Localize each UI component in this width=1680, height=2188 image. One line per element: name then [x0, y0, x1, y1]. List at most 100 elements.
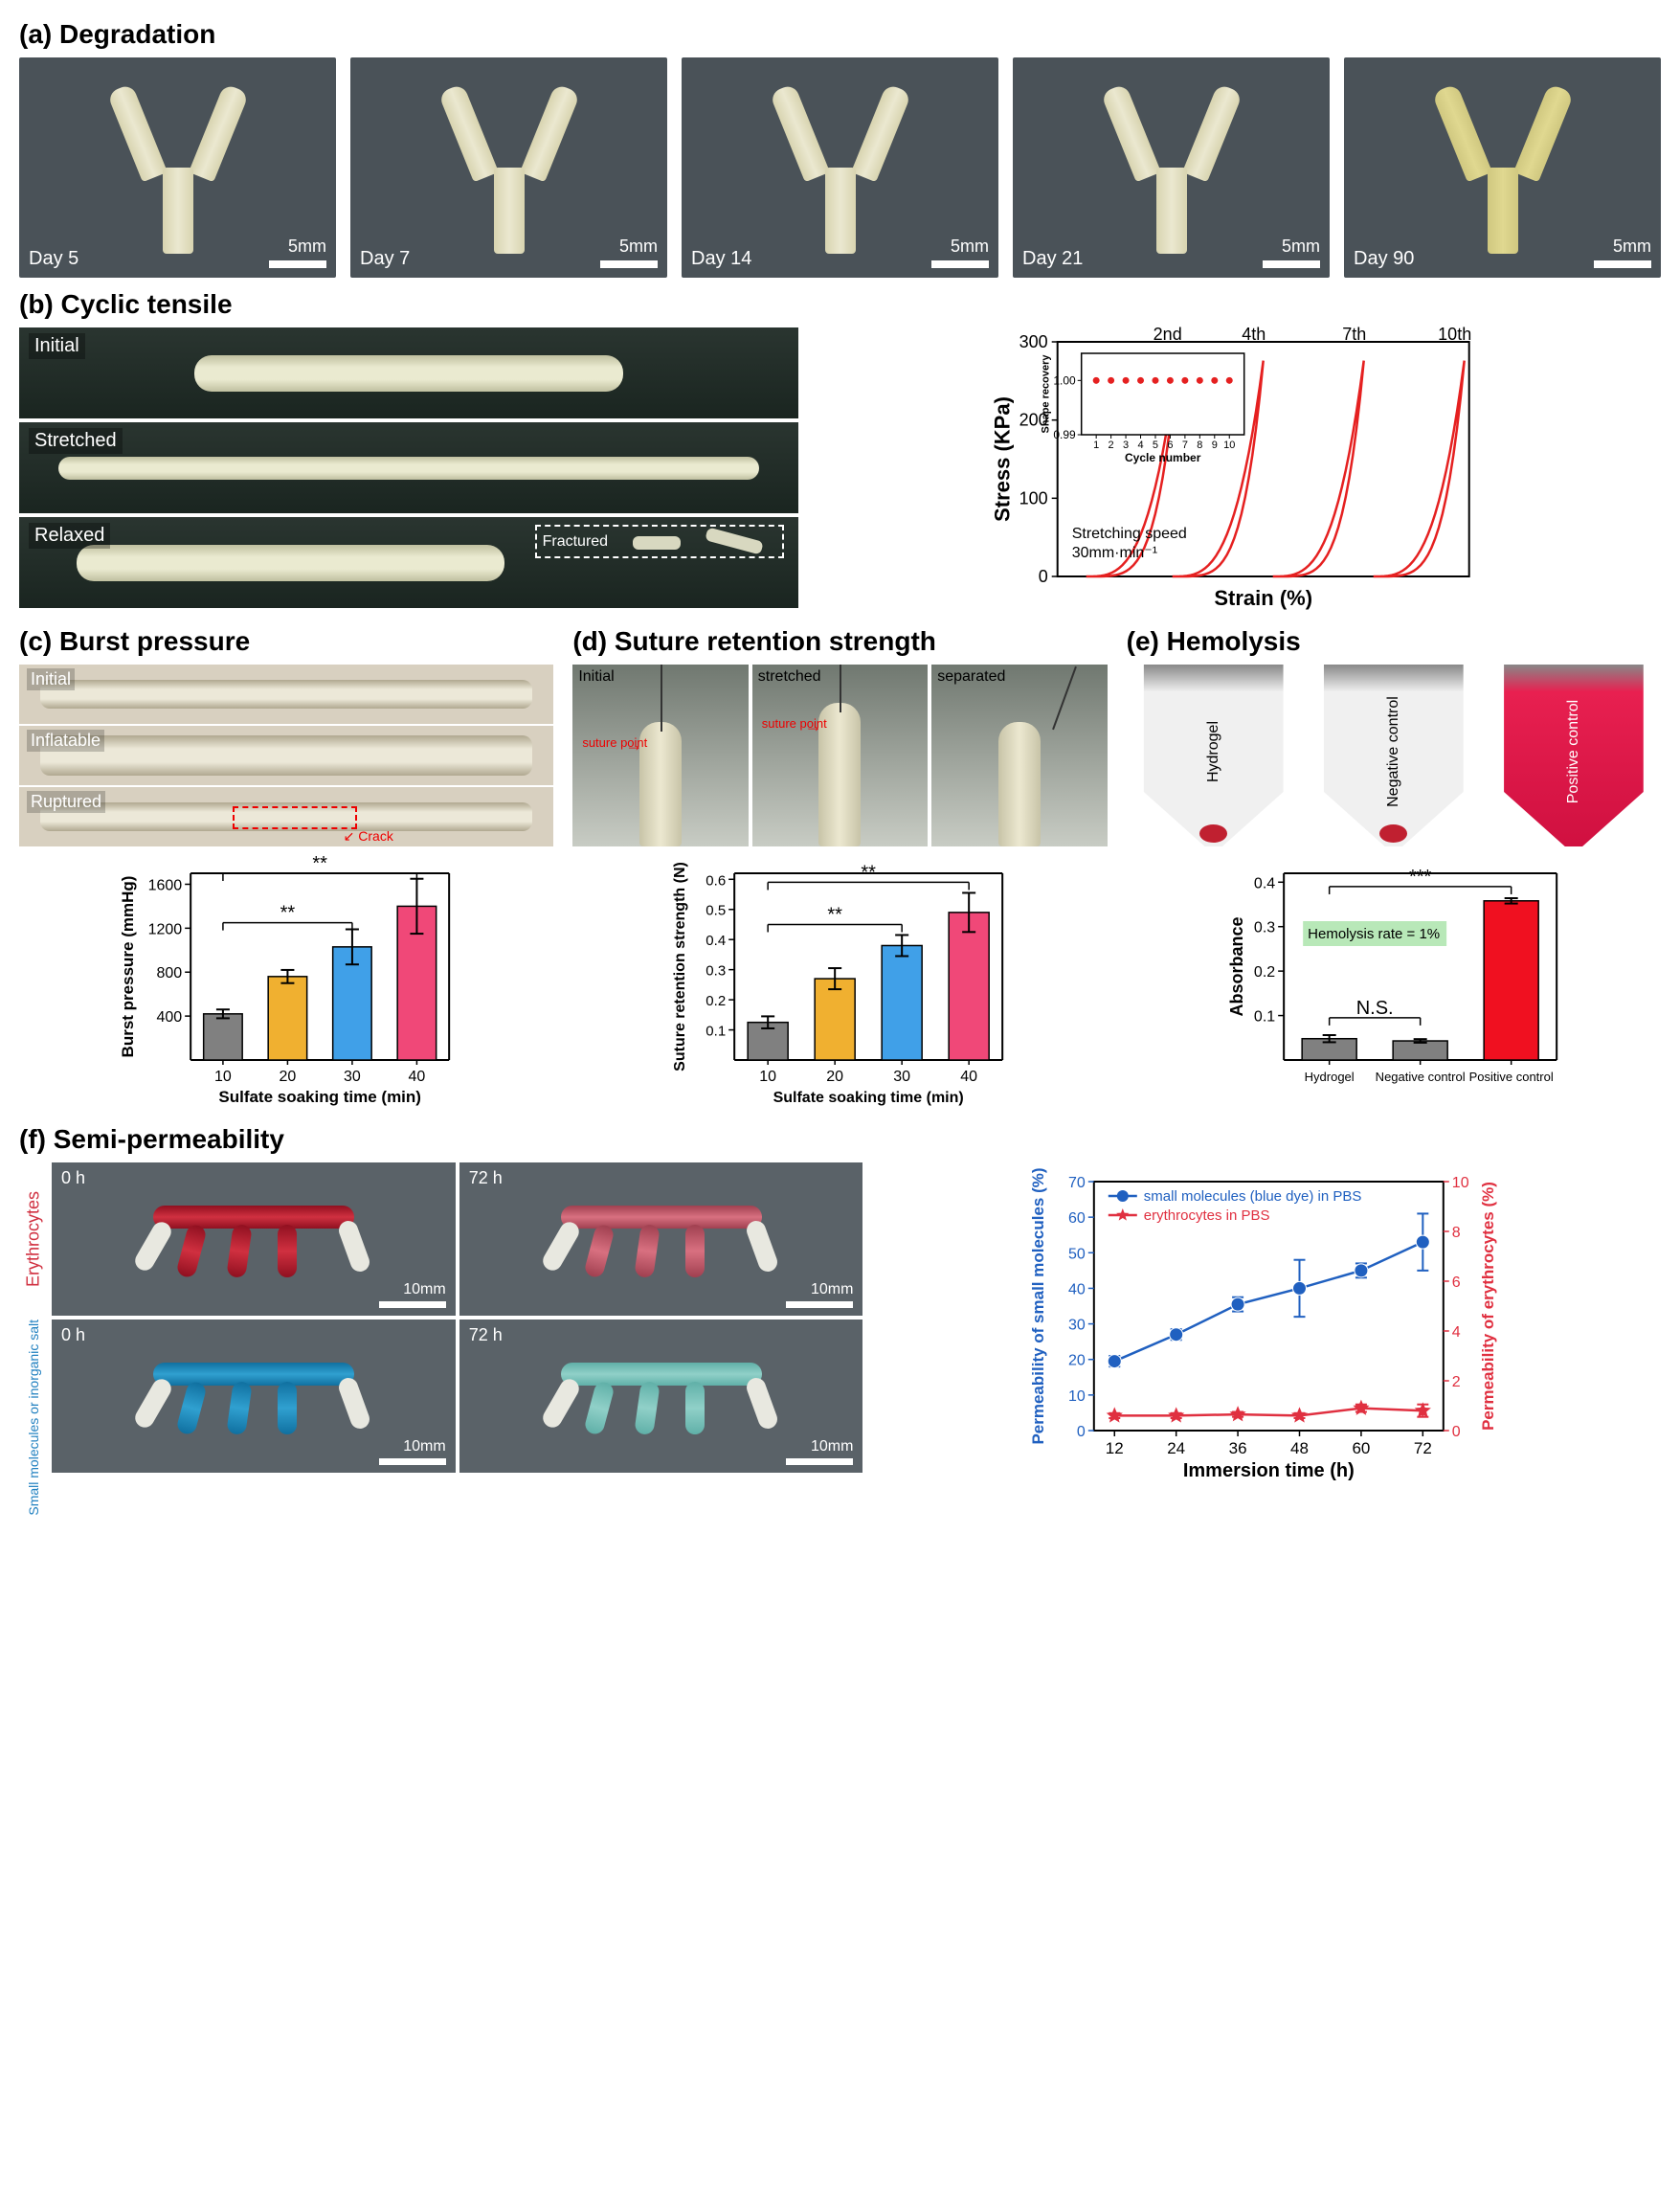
time-label: 72 h: [469, 1168, 503, 1188]
state-label: Ruptured: [27, 791, 105, 813]
svg-text:60: 60: [1353, 1439, 1371, 1457]
svg-text:3: 3: [1123, 440, 1129, 451]
burst-images: Initial Inflatable Ruptured ↙ Crack: [19, 665, 553, 846]
svg-text:Burst pressure (mmHg): Burst pressure (mmHg): [119, 876, 137, 1058]
scale-bar: [269, 260, 326, 268]
svg-text:10: 10: [1452, 1175, 1469, 1191]
time-label: 0 h: [61, 1325, 85, 1345]
tensile-relaxed: Relaxed Fractured: [19, 517, 798, 608]
svg-text:Suture retention strength (N): Suture retention strength (N): [672, 862, 688, 1071]
panel-b-label: (b) Cyclic tensile: [19, 289, 1661, 320]
svg-text:***: ***: [1409, 867, 1432, 888]
svg-text:36: 36: [1229, 1439, 1247, 1457]
panel-a-images: Day 5 5mm Day 7 5mm Day 14 5mm Day 21 5m…: [19, 57, 1661, 278]
day-label: Day 14: [691, 248, 751, 270]
svg-text:20: 20: [1068, 1353, 1086, 1369]
suture-point-label: suture point: [582, 735, 647, 750]
scale-label: 5mm: [951, 237, 989, 257]
svg-text:Immersion time (h): Immersion time (h): [1183, 1460, 1355, 1481]
panel-a: (a) Degradation Day 5 5mm Day 7 5mm Day …: [19, 19, 1661, 278]
svg-text:2: 2: [1452, 1374, 1461, 1390]
burst-pressure-chart: 4008001200160010203040****Burst pressure…: [19, 854, 553, 1113]
svg-text:30: 30: [1068, 1318, 1086, 1334]
svg-text:24: 24: [1168, 1439, 1186, 1457]
scale-label: 10mm: [403, 1438, 445, 1455]
scale-label: 5mm: [1282, 237, 1320, 257]
svg-text:5: 5: [1153, 440, 1158, 451]
scale-label: 5mm: [288, 237, 326, 257]
svg-text:0: 0: [1452, 1424, 1461, 1440]
svg-text:Negative control: Negative control: [1375, 1070, 1465, 1084]
svg-text:0.2: 0.2: [706, 993, 727, 1009]
svg-text:6: 6: [1452, 1274, 1461, 1291]
svg-text:8: 8: [1197, 440, 1202, 451]
svg-text:8: 8: [1452, 1225, 1461, 1241]
svg-text:Hemolysis rate = 1%: Hemolysis rate = 1%: [1308, 926, 1440, 942]
scale-bar: [931, 260, 989, 268]
day-label: Day 90: [1354, 248, 1414, 270]
svg-text:Shape recovery: Shape recovery: [1040, 354, 1051, 434]
svg-text:erythrocytes in PBS: erythrocytes in PBS: [1144, 1207, 1270, 1224]
svg-text:Sulfate soaking time (min): Sulfate soaking time (min): [218, 1088, 421, 1106]
tensile-stretched: Stretched: [19, 422, 798, 513]
cyclic-tensile-images: Initial Stretched Relaxed Fractured: [19, 327, 798, 615]
svg-text:**: **: [280, 903, 296, 924]
svg-text:70: 70: [1068, 1175, 1086, 1191]
svg-text:0.4: 0.4: [1254, 875, 1275, 891]
scale-bar: [600, 260, 658, 268]
svg-text:Positive control: Positive control: [1468, 1070, 1553, 1084]
svg-text:10th: 10th: [1438, 325, 1471, 344]
panel-d: (d) Suture retention strength Initial → …: [572, 626, 1107, 1113]
svg-text:30: 30: [344, 1069, 361, 1085]
svg-text:50: 50: [1068, 1246, 1086, 1262]
time-label: 0 h: [61, 1168, 85, 1188]
svg-text:2: 2: [1108, 440, 1113, 451]
svg-text:100: 100: [1019, 488, 1047, 508]
suture-strength-chart: 0.10.20.30.40.50.610203040****Suture ret…: [572, 854, 1107, 1113]
state-label: stretched: [758, 668, 821, 686]
permeability-images: Erythrocytes 0 h 10mm 72 h: [19, 1162, 862, 1516]
figure-root: (a) Degradation Day 5 5mm Day 7 5mm Day …: [19, 19, 1661, 1516]
svg-text:40: 40: [961, 1069, 978, 1085]
svg-text:N.S.: N.S.: [1355, 998, 1393, 1019]
scale-label: 10mm: [811, 1438, 853, 1455]
svg-text:10: 10: [214, 1069, 232, 1085]
svg-text:48: 48: [1290, 1439, 1309, 1457]
svg-text:72: 72: [1414, 1439, 1432, 1457]
svg-text:10: 10: [760, 1069, 777, 1085]
panel-c-label: (c) Burst pressure: [19, 626, 553, 657]
svg-text:6: 6: [1167, 440, 1173, 451]
svg-text:30mm·min⁻¹: 30mm·min⁻¹: [1071, 545, 1156, 561]
state-label: separated: [937, 668, 1005, 686]
svg-text:2nd: 2nd: [1153, 325, 1181, 344]
svg-text:**: **: [828, 904, 843, 925]
svg-text:1200: 1200: [148, 921, 183, 937]
svg-text:Absorbance: Absorbance: [1227, 916, 1246, 1016]
state-label: Relaxed: [29, 523, 110, 549]
degradation-image: Day 21 5mm: [1013, 57, 1330, 278]
day-label: Day 21: [1022, 248, 1083, 270]
svg-text:60: 60: [1068, 1210, 1086, 1227]
day-label: Day 5: [29, 248, 78, 270]
perm-image: 72 h 10mm: [459, 1162, 863, 1316]
svg-text:Hydrogel: Hydrogel: [1304, 1070, 1354, 1084]
svg-text:20: 20: [280, 1069, 297, 1085]
svg-text:1: 1: [1093, 440, 1099, 451]
svg-text:**: **: [862, 862, 877, 883]
hemolysis-chart: 0.10.20.30.4HydrogelNegative controlPosi…: [1127, 854, 1661, 1113]
svg-text:4: 4: [1137, 440, 1143, 451]
svg-text:0.1: 0.1: [706, 1024, 727, 1040]
degradation-image: Day 90 5mm: [1344, 57, 1661, 278]
tube-label: Hydrogel: [1205, 721, 1222, 782]
scale-label: 10mm: [403, 1281, 445, 1298]
svg-text:7: 7: [1181, 440, 1187, 451]
degradation-image: Day 7 5mm: [350, 57, 667, 278]
fractured-inset: Fractured: [535, 525, 784, 558]
degradation-image: Day 5 5mm: [19, 57, 336, 278]
svg-text:Stress (KPa): Stress (KPa): [990, 396, 1014, 522]
svg-text:9: 9: [1211, 440, 1217, 451]
tube-label: Negative control: [1385, 696, 1402, 807]
panel-a-label: (a) Degradation: [19, 19, 1661, 50]
panel-b: (b) Cyclic tensile Initial Stretched Rel…: [19, 289, 1661, 615]
state-label: Inflatable: [27, 730, 104, 752]
